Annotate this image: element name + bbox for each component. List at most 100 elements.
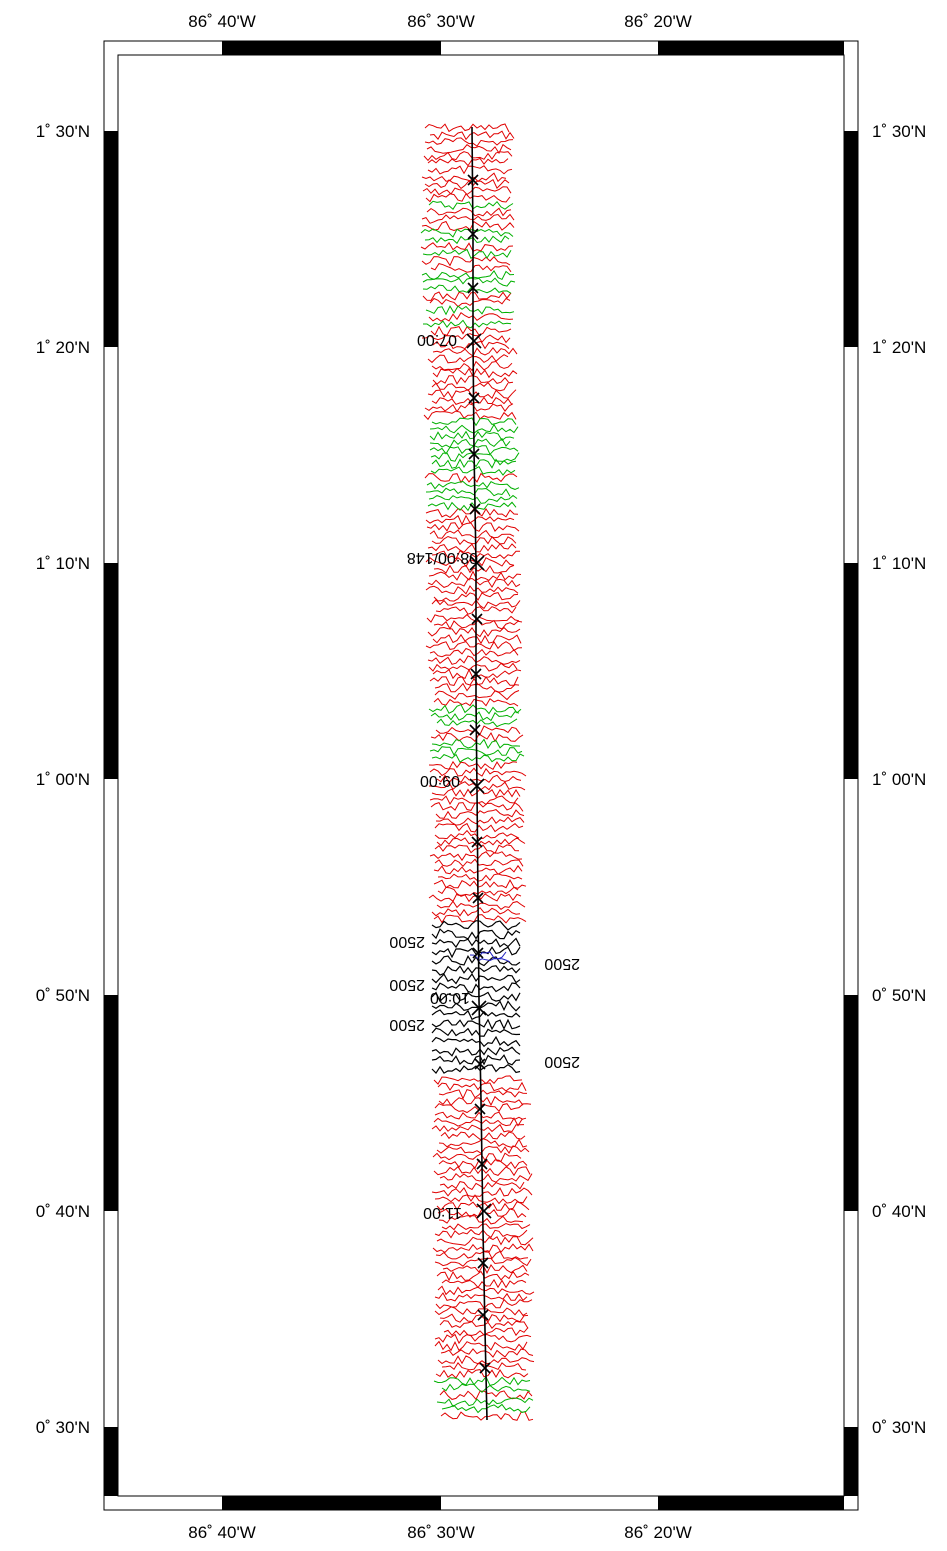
contour-line-red: [431, 788, 521, 798]
contour-line-red: [433, 1075, 523, 1085]
contour-line-green: [430, 466, 516, 476]
contour-line-red: [431, 906, 521, 917]
contour-line-red: [434, 822, 524, 833]
lat-label-left-7: 0˚ 30'N: [36, 1418, 90, 1437]
track-marker: [472, 947, 484, 959]
lat-label-left-5: 0˚ 50'N: [36, 986, 90, 1005]
lat-label-right-5: 0˚ 50'N: [872, 986, 926, 1005]
contours-blue: [469, 951, 511, 963]
time-label-0700: 07:00: [417, 331, 457, 348]
contour-line-green: [427, 501, 517, 512]
contour-line-green: [422, 248, 512, 260]
contour-line-red: [432, 633, 522, 645]
contour-line-red: [434, 858, 524, 868]
depth-label-3: 2500: [389, 976, 425, 993]
contour-line-red: [425, 192, 511, 203]
contour-line-green: [426, 480, 520, 490]
depth-label-5: 2500: [544, 1053, 580, 1070]
lat-label-left-3: 1˚ 10'N: [36, 554, 90, 573]
track-marker: [470, 668, 482, 680]
contour-line-red: [438, 1159, 528, 1170]
contour-line-black: [431, 1046, 521, 1057]
contour-line-red: [434, 1340, 528, 1352]
contour-line-red: [431, 396, 513, 406]
contour-line-green: [422, 284, 512, 294]
contour-line-black: [431, 920, 521, 931]
contour-line-red: [439, 1320, 529, 1329]
contour-line-black: [431, 1027, 521, 1037]
contour-line-red: [433, 1117, 527, 1127]
contour-line-red: [427, 543, 517, 553]
track-marker: [469, 555, 485, 571]
frame-scale-bottom: [222, 1496, 844, 1510]
lat-label-right-7: 0˚ 30'N: [872, 1418, 926, 1437]
lat-label-right-3: 1˚ 10'N: [872, 554, 926, 573]
contour-line-red: [424, 472, 518, 484]
contour-line-green: [425, 487, 511, 497]
track-marker: [477, 1257, 489, 1269]
contour-line-red: [434, 1333, 532, 1345]
contour-line-red: [422, 291, 512, 301]
contour-line-red: [436, 774, 522, 784]
lat-label-right-6: 0˚ 40'N: [872, 1202, 926, 1221]
contour-line-red: [428, 662, 518, 672]
contour-line-red: [435, 809, 525, 819]
lat-label-right-2: 1˚ 20'N: [872, 338, 926, 357]
contour-line-black: [431, 928, 521, 940]
contour-line-red: [421, 220, 515, 232]
contour-line-red: [443, 1327, 529, 1337]
contour-line-red: [429, 529, 515, 539]
contour-line-red: [441, 1222, 531, 1231]
contour-line-red: [432, 346, 518, 357]
track-marker: [469, 503, 481, 515]
depth-label-2: 2500: [544, 955, 580, 972]
lat-label-left-4: 1˚ 00'N: [36, 770, 90, 789]
contour-line-black: [431, 937, 521, 949]
contour-line-red: [435, 1250, 529, 1260]
contour-line-red: [427, 354, 509, 364]
contour-line-red: [436, 1270, 530, 1282]
lon-label-bottom-1: 86˚ 40'W: [188, 1523, 256, 1542]
contour-line-red: [434, 1228, 528, 1239]
contour-line-red: [435, 816, 525, 826]
track-marker: [474, 1103, 486, 1115]
contour-line-red: [431, 360, 513, 372]
frame-scale-left: [104, 131, 118, 1496]
contour-line-red: [421, 213, 515, 224]
time-label-0800: 08:00/148: [407, 549, 478, 566]
lat-label-right-4: 1˚ 00'N: [872, 770, 926, 789]
lon-label-bottom-3: 86˚ 20'W: [624, 1523, 692, 1542]
contour-line-red: [421, 333, 511, 344]
contour-line-red: [432, 668, 522, 680]
contour-line-red: [434, 1292, 528, 1302]
contour-line-red: [423, 410, 517, 421]
frame-scale-right: [844, 131, 858, 1496]
contour-line-red: [425, 640, 523, 652]
lon-label-top-3: 86˚ 20'W: [624, 12, 692, 31]
contour-line-green: [428, 200, 514, 210]
lat-label-left-2: 1˚ 20'N: [36, 338, 90, 357]
contour-line-red: [433, 914, 527, 924]
contour-line-red: [426, 207, 512, 217]
contour-line-green: [420, 228, 514, 238]
contour-line-blue: [477, 958, 511, 963]
contour-line-red: [428, 570, 522, 582]
contour-line-green: [429, 430, 515, 442]
contour-line-green: [428, 494, 518, 504]
contour-line-red: [427, 626, 521, 638]
contour-line-green: [425, 305, 515, 316]
track-marker: [471, 613, 483, 625]
contour-line-red: [429, 767, 527, 777]
contour-line-red: [434, 1306, 528, 1317]
contour-line-red: [427, 165, 513, 175]
lat-label-right-1: 1˚ 30'N: [872, 122, 926, 141]
contour-line-green: [429, 437, 511, 448]
time-label-1100: 11:00: [423, 1204, 462, 1221]
track-marker: [479, 1362, 491, 1374]
contour-line-red: [427, 655, 521, 665]
track-marker: [468, 448, 480, 460]
contour-line-red: [429, 675, 519, 686]
contour-line-red: [431, 1123, 525, 1133]
track-marker: [469, 724, 481, 736]
contour-line-red: [420, 241, 514, 252]
